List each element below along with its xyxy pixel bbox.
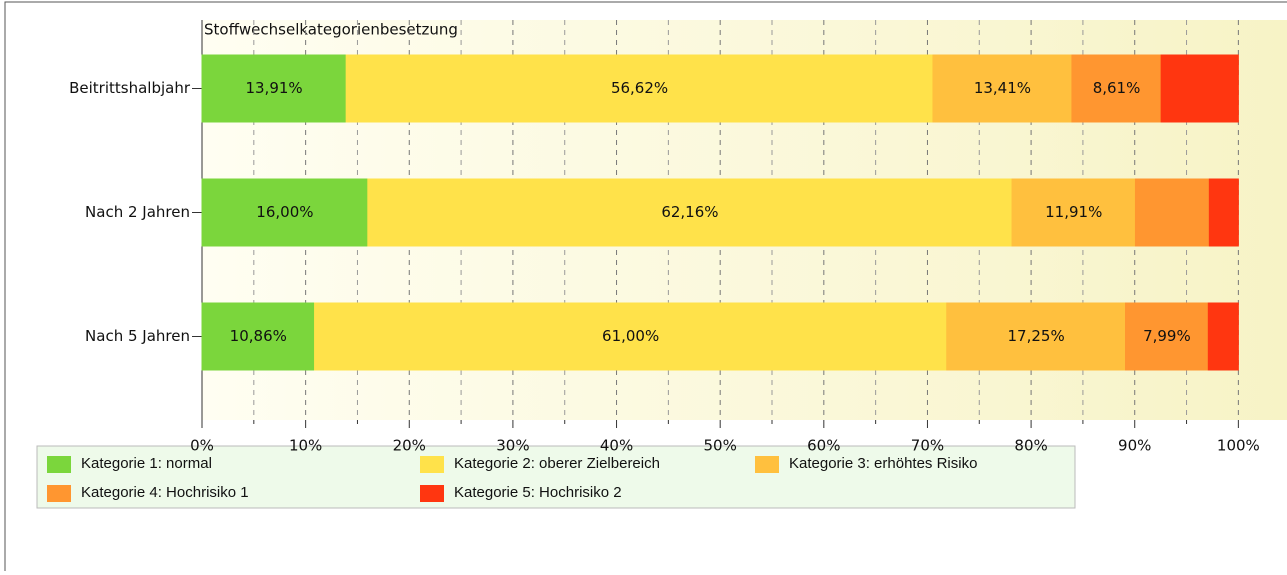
legend-swatch xyxy=(755,456,779,473)
x-tick-label: 90% xyxy=(1118,437,1151,455)
bar-segment xyxy=(1125,302,1209,371)
bar-segment xyxy=(367,178,1013,247)
value-label: 62,16% xyxy=(661,203,718,221)
legend-label: Kategorie 1: normal xyxy=(81,455,212,472)
bar-segment xyxy=(201,54,347,123)
value-label: 16,00% xyxy=(256,203,313,221)
bar-segment xyxy=(1011,178,1136,247)
legend-label: Kategorie 3: erhöhtes Risiko xyxy=(789,455,977,472)
frame xyxy=(4,1,1287,575)
value-label: 7,99% xyxy=(1143,327,1191,345)
legend-swatch xyxy=(47,485,71,502)
y-tick-label: Nach 5 Jahren xyxy=(85,327,190,345)
value-label: 13,91% xyxy=(245,79,302,97)
legend-label: Kategorie 4: Hochrisiko 1 xyxy=(81,484,249,501)
x-tick-label: 100% xyxy=(1217,437,1260,455)
x-tick-label: 20% xyxy=(393,437,426,455)
x-tick-label: 60% xyxy=(807,437,840,455)
x-tick-label: 50% xyxy=(704,437,737,455)
value-label: 10,86% xyxy=(230,327,287,345)
bar-segment xyxy=(201,302,316,371)
value-label: 61,00% xyxy=(602,327,659,345)
value-label: 13,41% xyxy=(974,79,1031,97)
y-tick-label: Beitrittshalbjahr xyxy=(69,79,191,97)
chart-title: Stoffwechselkategorienbesetzung xyxy=(204,21,458,39)
legend xyxy=(36,445,1076,509)
bar-segment xyxy=(932,54,1073,123)
bar-segment xyxy=(1134,178,1210,247)
legend-swatch xyxy=(47,456,71,473)
x-tick-label: 80% xyxy=(1014,437,1047,455)
x-tick-label: 30% xyxy=(496,437,529,455)
value-label: 8,61% xyxy=(1093,79,1141,97)
bar-segment xyxy=(1207,302,1239,371)
x-tick-label: 0% xyxy=(190,437,214,455)
bar-segment xyxy=(345,54,934,123)
legend-entries: Kategorie 1: normal Kategorie 2: oberer Z… xyxy=(47,455,977,502)
x-tick-label: 40% xyxy=(600,437,633,455)
bar-segment xyxy=(314,302,948,371)
value-label: 17,25% xyxy=(1008,327,1065,345)
bar-segment xyxy=(1071,54,1162,123)
legend-label: Kategorie 2: oberer Zielbereich xyxy=(454,455,660,472)
legend-label: Kategorie 5: Hochrisiko 2 xyxy=(454,484,622,501)
x-tick-label: 10% xyxy=(289,437,322,455)
bar-segment xyxy=(1208,178,1239,247)
x-tick-label: 70% xyxy=(911,437,944,455)
y-tick-label: Nach 2 Jahren xyxy=(85,203,190,221)
bar-segment xyxy=(946,302,1127,371)
legend-swatch xyxy=(420,485,444,502)
legend-swatch xyxy=(420,456,444,473)
value-label: 56,62% xyxy=(611,79,668,97)
bar-segment xyxy=(1160,54,1239,123)
value-label: 11,91% xyxy=(1045,203,1102,221)
